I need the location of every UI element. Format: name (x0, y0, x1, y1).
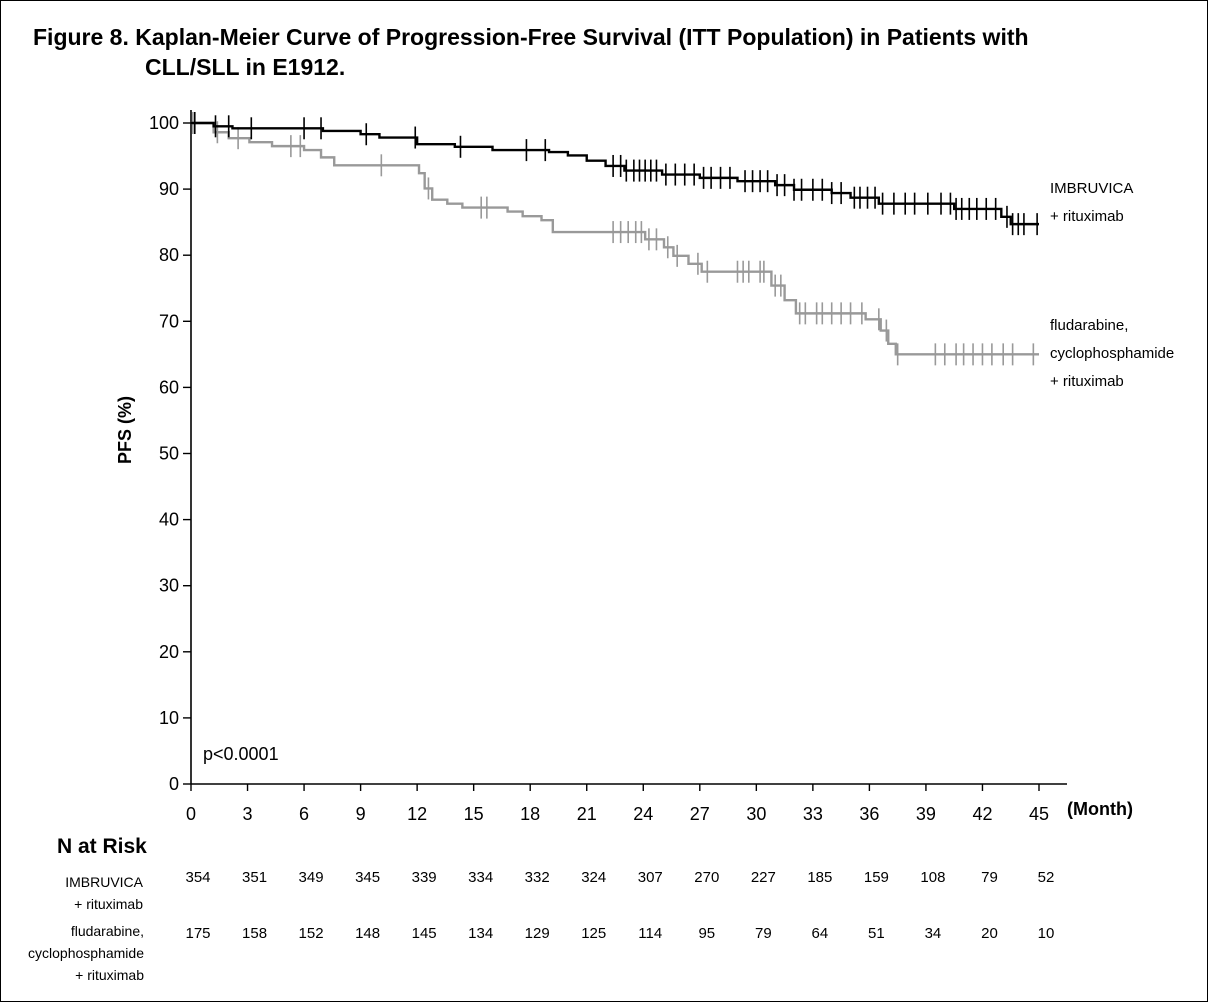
x-tick-label: 24 (633, 804, 653, 824)
x-tick-label: 42 (972, 804, 992, 824)
risk-row-label-imbruvica: IMBRUVICA + rituximab (65, 874, 143, 912)
x-tick-label: 3 (243, 804, 253, 824)
curve-label-fcr: + rituximab (1050, 373, 1124, 390)
risk-count-imbruvica: 159 (863, 869, 889, 886)
x-axis-label: (Month) (1067, 799, 1133, 819)
risk-count-imbruvica: 334 (468, 869, 494, 886)
y-tick-label: 40 (159, 510, 179, 530)
risk-count-fcr: 79 (754, 925, 772, 942)
risk-count-fcr: 10 (1037, 925, 1055, 942)
curve-label-fcr: fludarabine, (1050, 317, 1128, 334)
y-tick-label: 70 (159, 311, 179, 331)
risk-count-imbruvica: 227 (750, 869, 776, 886)
y-tick-label: 100 (149, 113, 179, 133)
curve-label-fcr: cyclophosphamide (1050, 345, 1174, 362)
figure-title-line1: Figure 8. Kaplan-Meier Curve of Progress… (33, 24, 1029, 50)
risk-row-label-fcr: fludarabine, cyclophosphamide + rituxima… (28, 923, 144, 983)
risk-table-title: N at Risk (57, 835, 147, 858)
p-value-annotation: p<0.0001 (203, 744, 279, 764)
y-tick-label: 90 (159, 179, 179, 199)
risk-count-fcr: 152 (298, 925, 324, 942)
risk-count-fcr: 175 (185, 925, 211, 942)
km-curve-fcr (191, 121, 1039, 356)
y-axis-label: PFS (%) (115, 396, 135, 464)
risk-count-imbruvica: 324 (581, 869, 607, 886)
risk-count-fcr: 125 (581, 925, 607, 942)
x-tick-label: 36 (859, 804, 879, 824)
risk-count-imbruvica: 307 (637, 869, 663, 886)
x-tick-label: 21 (577, 804, 597, 824)
y-tick-label: 20 (159, 642, 179, 662)
risk-count-imbruvica: 79 (981, 869, 998, 886)
x-tick-label: 39 (916, 804, 936, 824)
risk-count-fcr: 114 (638, 925, 663, 942)
x-tick-label: 15 (464, 804, 484, 824)
chart-curves (191, 112, 1039, 366)
x-tick-label: 6 (299, 804, 309, 824)
risk-count-imbruvica: 354 (185, 869, 211, 886)
risk-count-imbruvica: 349 (298, 869, 324, 886)
risk-count-fcr: 134 (468, 925, 494, 942)
risk-count-imbruvica: 345 (355, 869, 381, 886)
figure-title: Figure 8. Kaplan-Meier Curve of Progress… (33, 22, 1029, 82)
risk-count-fcr: 145 (411, 925, 437, 942)
risk-count-fcr: 158 (242, 925, 268, 942)
curve-label-imbruvica: IMBRUVICA (1050, 180, 1133, 197)
risk-count-fcr: 51 (868, 925, 885, 942)
x-tick-label: 9 (356, 804, 366, 824)
risk-count-fcr: 20 (981, 925, 998, 942)
chart-labels: (Month) PFS (%) p<0.0001 IMBRUVICA + rituxim… (115, 180, 1174, 819)
km-curve-imbruvica (191, 121, 1039, 226)
risk-count-imbruvica: 108 (920, 869, 946, 886)
risk-count-fcr: 95 (698, 925, 716, 942)
y-tick-label: 60 (159, 377, 179, 397)
risk-count-imbruvica: 339 (411, 869, 437, 886)
risk-count-imbruvica: 270 (694, 869, 720, 886)
x-tick-label: 18 (520, 804, 540, 824)
risk-count-imbruvica: 332 (524, 869, 550, 886)
y-tick-label: 80 (159, 245, 179, 265)
risk-count-imbruvica: 52 (1037, 869, 1055, 886)
risk-count-fcr: 148 (355, 925, 381, 942)
x-tick-label: 0 (186, 804, 196, 824)
risk-count-fcr: 64 (811, 925, 829, 942)
x-tick-label: 27 (690, 804, 710, 824)
x-tick-label: 33 (803, 804, 823, 824)
y-tick-label: 30 (159, 576, 179, 596)
figure-title-line2: CLL/SLL in E1912. (145, 54, 346, 80)
risk-count-imbruvica: 185 (807, 869, 833, 886)
x-tick-label: 12 (407, 804, 427, 824)
risk-count-fcr: 34 (924, 925, 942, 942)
risk-count-imbruvica: 351 (242, 869, 268, 886)
x-tick-label: 45 (1029, 804, 1049, 824)
curve-label-imbruvica: + rituximab (1050, 208, 1124, 225)
y-tick-label: 50 (159, 444, 179, 464)
y-tick-label: 0 (169, 774, 179, 794)
risk-count-fcr: 129 (524, 925, 550, 942)
x-tick-label: 30 (746, 804, 766, 824)
y-tick-label: 10 (159, 708, 179, 728)
